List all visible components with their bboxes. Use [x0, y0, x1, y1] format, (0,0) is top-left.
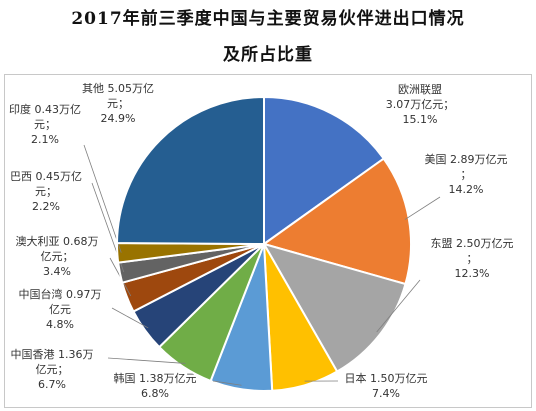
data-label-7: 中国台湾 0.97万亿元 4.8% — [19, 287, 102, 331]
data-label-2-line-3: 14.2% — [449, 183, 484, 196]
data-label-11: 其他 5.05万亿元； 24.9% — [82, 82, 154, 125]
data-label-8: 澳大利亚 0.68万亿元； 3.4% — [16, 234, 99, 278]
data-label-11-line-2: 元； — [107, 97, 129, 110]
chart-title-line2: 及所占比重 — [223, 45, 313, 65]
data-label-6-line-2: 亿元； — [36, 363, 69, 376]
data-label-10-line-1: 印度 0.43万亿 — [9, 102, 81, 116]
data-label-3-line-2: ； — [467, 252, 478, 265]
data-label-10-line-2: 元； — [34, 118, 56, 131]
data-label-5-line-1: 韩国 1.38万亿元 — [114, 371, 197, 385]
data-label-5-line-2: 6.8% — [141, 387, 169, 400]
data-label-4-line-1: 日本 1.50万亿元 — [345, 371, 428, 385]
chart-title-line1: 2017年前三季度中国与主要贸易伙伴进出口情况 — [71, 9, 465, 29]
data-label-10-line-3: 2.1% — [31, 133, 59, 146]
leader-line-6 — [107, 357, 186, 364]
data-label-3-line-1: 东盟 2.50万亿元 — [431, 237, 514, 250]
data-label-7-line-2: 亿元 — [49, 303, 71, 316]
data-label-8-line-2: 亿元； — [41, 250, 74, 263]
data-label-9: 巴西 0.45万亿元； 2.2% — [10, 170, 82, 213]
pie-slice-3 — [261, 242, 407, 373]
leader-line-3 — [376, 279, 421, 333]
data-label-8-line-1: 澳大利亚 0.68万 — [16, 234, 99, 248]
data-label-6: 中国香港 1.36万亿元； 6.7% — [11, 348, 94, 391]
data-label-8-line-3: 3.4% — [43, 265, 71, 278]
pie-slice-2 — [261, 157, 412, 286]
data-label-1-line-2: 3.07万亿元； — [386, 98, 455, 111]
leader-line-5 — [212, 380, 242, 386]
data-label-2-line-1: 美国 2.89万亿元 — [425, 153, 508, 166]
data-label-3-line-3: 12.3% — [455, 267, 490, 280]
pie-slice-1 — [263, 95, 386, 246]
data-label-4: 日本 1.50万亿元 7.4% — [345, 371, 428, 400]
data-label-4-line-2: 7.4% — [372, 387, 400, 400]
data-label-3: 东盟 2.50万亿元 ； 12.3% — [431, 237, 514, 280]
leader-line-2 — [404, 196, 441, 220]
data-label-2-line-2: ； — [461, 168, 472, 181]
data-label-9-line-3: 2.2% — [32, 200, 60, 213]
leader-line-10 — [83, 144, 122, 253]
data-label-7-line-1: 中国台湾 0.97万 — [19, 287, 102, 301]
data-label-1: 欧洲联盟 3.07万亿元； 15.1% — [386, 83, 455, 126]
data-label-6-line-3: 6.7% — [38, 378, 66, 391]
pie-slice-11 — [115, 95, 265, 246]
leader-line-7 — [111, 307, 149, 329]
data-label-10: 印度 0.43万亿元； 2.1% — [9, 102, 81, 146]
data-label-11-line-3: 24.9% — [101, 112, 136, 125]
plot-area — [4, 74, 532, 408]
data-label-2: 美国 2.89万亿元 ； 14.2% — [425, 153, 508, 196]
data-label-5: 韩国 1.38万亿元 6.8% — [114, 371, 197, 400]
data-label-9-line-1: 巴西 0.45万亿 — [10, 170, 82, 183]
data-label-1-line-1: 欧洲联盟 — [398, 83, 442, 96]
data-label-1-line-3: 15.1% — [403, 113, 438, 126]
data-label-9-line-2: 元； — [35, 185, 57, 198]
data-label-6-line-1: 中国香港 1.36万 — [11, 348, 94, 361]
data-label-11-line-1: 其他 5.05万亿 — [82, 82, 154, 95]
data-label-7-line-3: 4.8% — [46, 318, 74, 331]
